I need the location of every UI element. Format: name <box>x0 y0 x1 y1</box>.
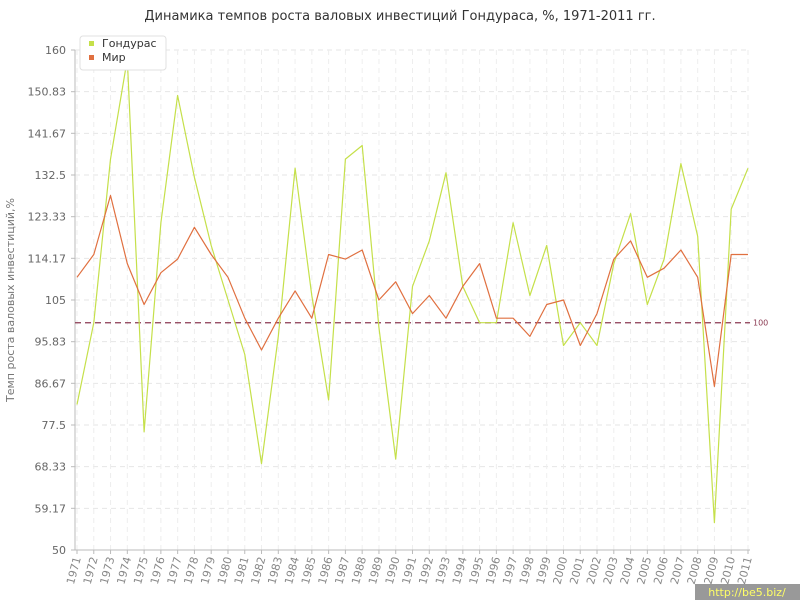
y-tick-labels: 50 59.17 68.33 77.5 86.67 95.83 105 114.17 123.3… <box>28 44 67 557</box>
y-tick-label: 77.5 <box>42 419 67 432</box>
legend-box <box>79 35 167 71</box>
y-tick-label: 114.17 <box>28 252 67 265</box>
legend-swatch <box>89 55 94 60</box>
y-tick-label: 68.33 <box>35 461 67 474</box>
series-line-world <box>76 194 748 387</box>
reference-line-label: 100 <box>753 319 768 328</box>
watermark-background <box>695 584 800 600</box>
series-line-honduras <box>76 58 749 524</box>
legend-entry: Гондурас <box>102 37 157 50</box>
y-tick-label: 132.5 <box>35 169 67 182</box>
y-tick-label: 86.67 <box>35 377 67 390</box>
y-axis-label: Темп роста валовых инвестиций,% <box>4 198 17 403</box>
axes <box>71 49 750 554</box>
reference-line-group: 100 <box>75 319 768 328</box>
watermark-text: http://be5.biz/ <box>708 586 786 599</box>
y-tick-label: 105 <box>45 294 66 307</box>
x-tick-label: 2011 <box>735 555 755 585</box>
chart-title: Динамика темпов роста валовых инвестиций… <box>144 9 656 24</box>
watermark: http://be5.biz/ <box>695 584 800 600</box>
y-tick-label: 160 <box>45 44 66 57</box>
y-tick-label: 150.83 <box>28 86 67 99</box>
legend-entry: Мир <box>102 51 126 64</box>
y-tick-label: 50 <box>52 544 66 557</box>
y-tick-label: 123.33 <box>28 211 67 224</box>
y-tick-label: 141.67 <box>28 127 67 140</box>
x-tick-labels: 1971197219731974197519761977197819791980… <box>64 555 755 585</box>
legend-swatch <box>89 41 94 46</box>
series-lines <box>76 58 749 524</box>
y-tick-label: 95.83 <box>35 336 67 349</box>
y-tick-label: 59.17 <box>35 502 67 515</box>
